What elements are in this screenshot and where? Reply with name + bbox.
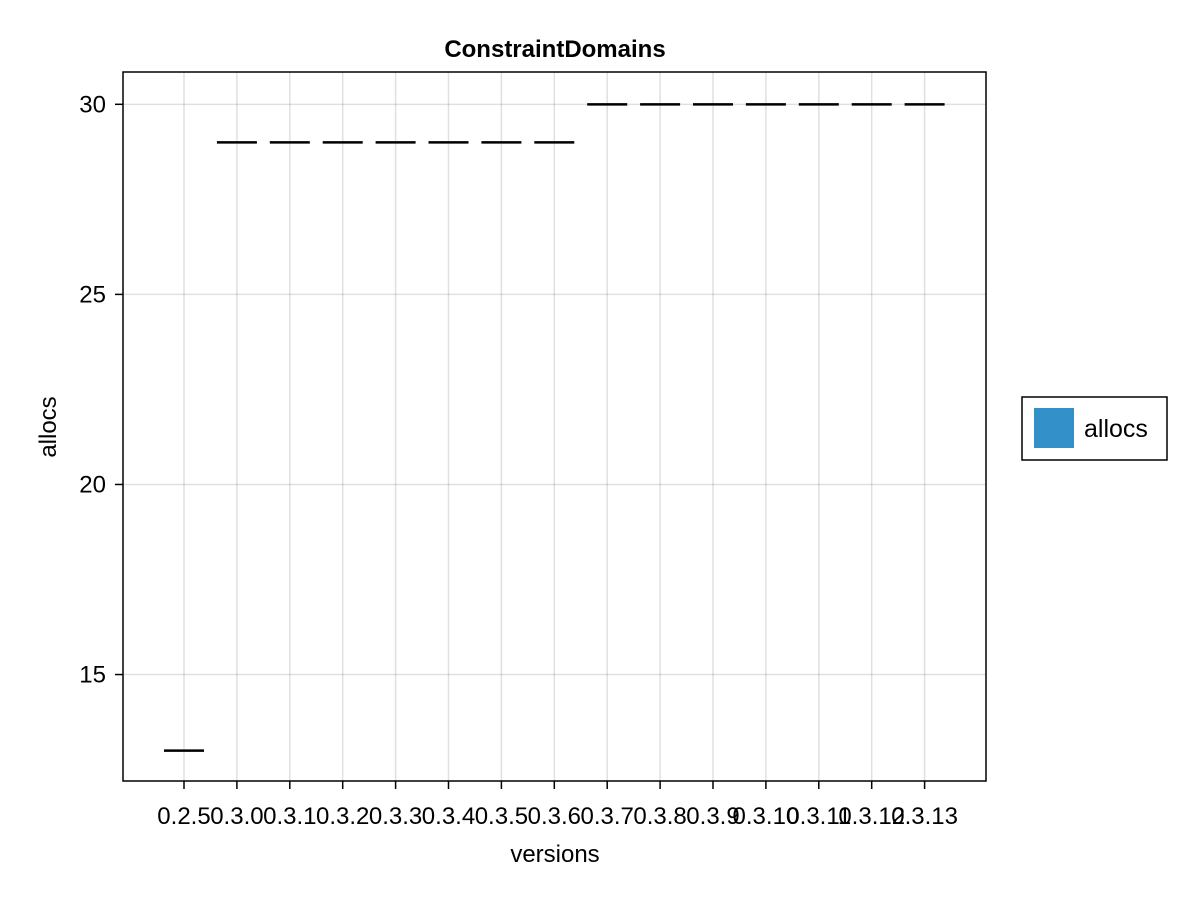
x-tick-label: 0.2.5 [157,803,210,830]
x-tick-label: 0.3.7 [581,803,634,830]
x-tick-label: 0.3.12 [838,803,905,830]
chart-title: ConstraintDomains [444,36,665,63]
y-tick-label: 25 [79,281,106,308]
x-tick-label: 0.3.8 [633,803,686,830]
y-tick-label: 20 [79,471,106,498]
y-tick-label: 30 [79,91,106,118]
x-tick-label: 0.3.13 [891,803,958,830]
x-tick-label: 0.3.11 [786,803,851,830]
x-tick-label: 0.3.6 [528,803,581,830]
ticks-layer: 0.2.5 0.3.0 0.3.1 0.3.2 0.3.3 0.3.4 0.3.5 0.3.6… [79,91,958,830]
legend: allocs [1021,396,1168,461]
x-tick-label: 0.3.4 [422,803,475,830]
x-tick-label: 0.3.3 [369,803,422,830]
x-tick-label: 0.3.2 [316,803,369,830]
y-tick-label: 15 [79,662,106,689]
marks-layer [164,103,945,752]
x-tick-label: 0.3.5 [475,803,528,830]
x-tick-label: 0.3.10 [733,803,800,830]
legend-swatch [1034,408,1074,448]
x-axis-label: versions [510,841,599,868]
grid-layer [123,72,986,781]
x-tick-label: 0.3.9 [686,803,739,830]
y-axis-label: allocs [35,396,62,457]
x-tick-label: 0.3.1 [263,803,316,830]
legend-label-allocs: allocs [1084,415,1148,443]
x-tick-label: 0.3.0 [210,803,263,830]
